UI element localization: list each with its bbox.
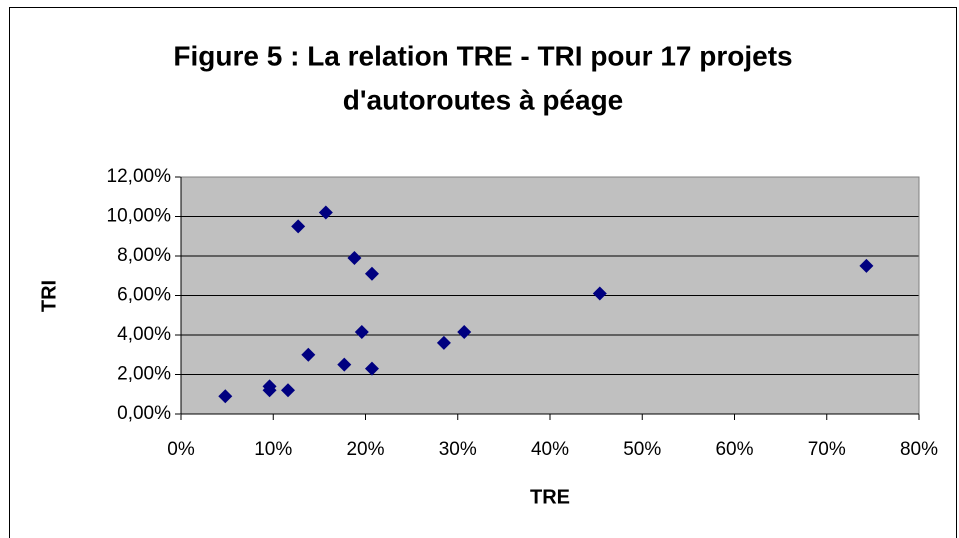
point	[354, 325, 369, 340]
point	[364, 361, 379, 376]
y-tick-label: 12,00%	[107, 166, 172, 187]
point	[291, 219, 306, 234]
x-tick-label: 80%	[900, 439, 938, 460]
chart-title: d'autoroutes à péage	[343, 84, 624, 115]
point	[859, 258, 874, 273]
x-tick-label: 20%	[346, 439, 384, 460]
y-tick-label: 6,00%	[117, 285, 171, 306]
point	[262, 383, 277, 398]
point	[318, 205, 333, 220]
y-tick-label: 4,00%	[117, 324, 171, 345]
y-tick-label: 10,00%	[107, 206, 172, 227]
x-tick-label: 30%	[439, 439, 477, 460]
chart-title: Figure 5 : La relation TRE - TRI pour 17…	[173, 40, 792, 71]
point	[457, 325, 472, 340]
x-tick-label: 0%	[167, 439, 195, 460]
x-axis-label: TRE	[530, 486, 570, 508]
point	[347, 250, 362, 265]
x-tick-label: 60%	[715, 439, 753, 460]
point	[281, 383, 296, 398]
x-tick-label: 50%	[623, 439, 661, 460]
y-tick-label: 8,00%	[117, 245, 171, 266]
point	[436, 335, 451, 350]
x-tick-label: 70%	[808, 439, 846, 460]
y-axis-label: TRI	[38, 280, 60, 312]
point	[592, 286, 607, 301]
y-tick-label: 0,00%	[117, 403, 171, 424]
point	[218, 389, 233, 404]
point	[301, 347, 316, 362]
x-tick-label: 40%	[531, 439, 569, 460]
point	[337, 357, 352, 372]
x-tick-label: 10%	[254, 439, 292, 460]
point	[364, 266, 379, 281]
y-tick-label: 2,00%	[117, 364, 171, 385]
